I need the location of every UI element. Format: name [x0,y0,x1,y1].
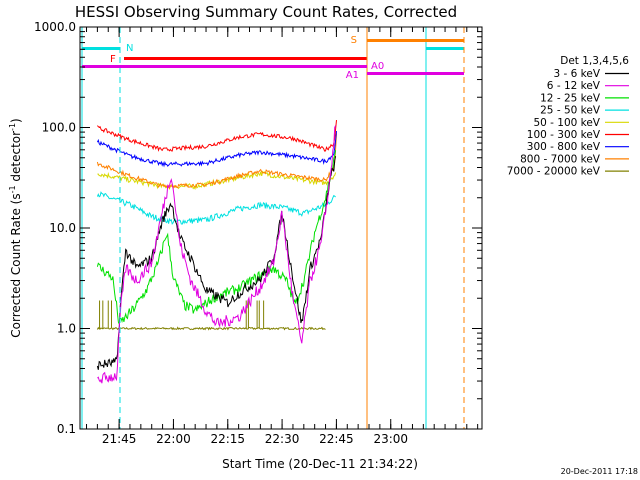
y-axis-label: Corrected Count Rate (s-1 detector-1) [8,118,23,337]
series-line-0 [96,156,337,370]
x-tick-label: 22:45 [319,432,354,446]
saa-bar [367,39,464,42]
plot-frame [79,26,483,430]
x-tick-label: 22:30 [265,432,300,446]
attenuator-a1-bar [367,72,464,75]
y-tick-label: 1.0 [57,322,76,336]
series-line-7 [96,133,337,190]
plot-timestamp: 20-Dec-2011 17:18 [561,467,638,476]
legend-label-1: 6 - 12 keV [547,80,601,92]
y-tick-label: 100.0 [42,121,76,135]
legend-label-6: 300 - 800 keV [527,141,601,153]
y-tick-label: 10.0 [49,221,76,235]
x-tick-label: 21:45 [102,432,137,446]
flare-bar [124,57,367,60]
y-tick-label: 0.1 [57,422,76,436]
legend-label-2: 12 - 25 keV [540,92,601,104]
x-axis: 21:45 22:00 22:15 22:30 22:45 23:00 [86,27,479,446]
series-line-1 [97,125,337,384]
flag-label-f: F [110,54,116,65]
legend-title: Det 1,3,4,5,6 [560,55,629,67]
y-axis: 0.1 1.0 10.0 100.0 1000.0 [34,20,482,436]
flag-label-n: N [126,43,133,54]
legend-label-4: 50 - 100 keV [533,117,600,129]
series-layer [96,120,337,384]
x-tick-label: 22:00 [156,432,191,446]
legend-label-7: 800 - 7000 keV [520,153,601,165]
flag-label-a0: A0 [371,61,384,72]
chart-title: HESSI Observing Summary Count Rates, Cor… [75,3,457,21]
flag-label-a1: A1 [346,70,359,81]
attenuator-a0-bar [82,65,367,68]
series-line-8 [96,326,326,331]
legend-label-3: 25 - 50 keV [540,105,601,117]
night-bar [82,47,120,50]
series-line-5 [97,120,337,152]
legend-label-5: 100 - 300 keV [527,129,601,141]
series-line-6 [96,131,337,168]
legend-label-8: 7000 - 20000 keV [507,166,601,178]
series-line-3 [96,191,336,225]
x-tick-label: 23:00 [373,432,408,446]
x-tick-label: 22:15 [210,432,245,446]
night-bar [426,47,464,50]
flag-layer: NF S A0 A1 [81,27,465,429]
y-tick-label: 1000.0 [34,20,76,34]
legend-label-0: 3 - 6 keV [553,68,600,80]
x-axis-label: Start Time (20-Dec-11 21:34:22) [222,457,418,471]
flag-label-s: S [351,35,357,46]
